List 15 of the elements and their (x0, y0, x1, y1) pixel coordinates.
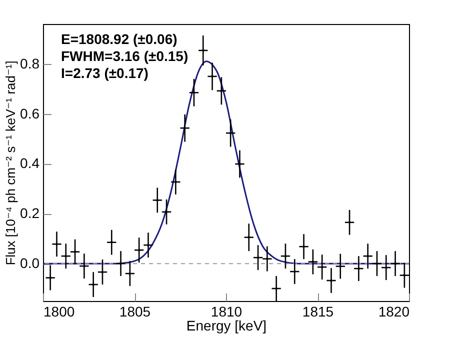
annotation: FWHM=3.16 (±0.15) (61, 48, 188, 64)
y-tick-label: 0.8 (20, 55, 40, 72)
y-tick-label: 0.0 (20, 255, 40, 272)
y-axis-title: Flux [10⁻⁴ ph cm⁻² s⁻¹ keV⁻¹ rad⁻¹] (3, 60, 18, 266)
x-tick-label: 1820 (378, 304, 410, 320)
annotation: I=2.73 (±0.17) (61, 65, 148, 81)
x-tick-label: 1815 (302, 304, 334, 320)
y-tick-label: 0.4 (20, 155, 40, 172)
x-tick-label: 1810 (210, 304, 242, 320)
y-tick-label: 0.2 (20, 205, 40, 222)
x-axis-title: Energy [keV] (186, 318, 267, 334)
x-tick-label: 1800 (44, 304, 75, 320)
y-tick-label: 0.6 (20, 105, 40, 122)
annotation: E=1808.92 (±0.06) (61, 31, 178, 47)
x-tick-label: 1805 (119, 304, 151, 320)
